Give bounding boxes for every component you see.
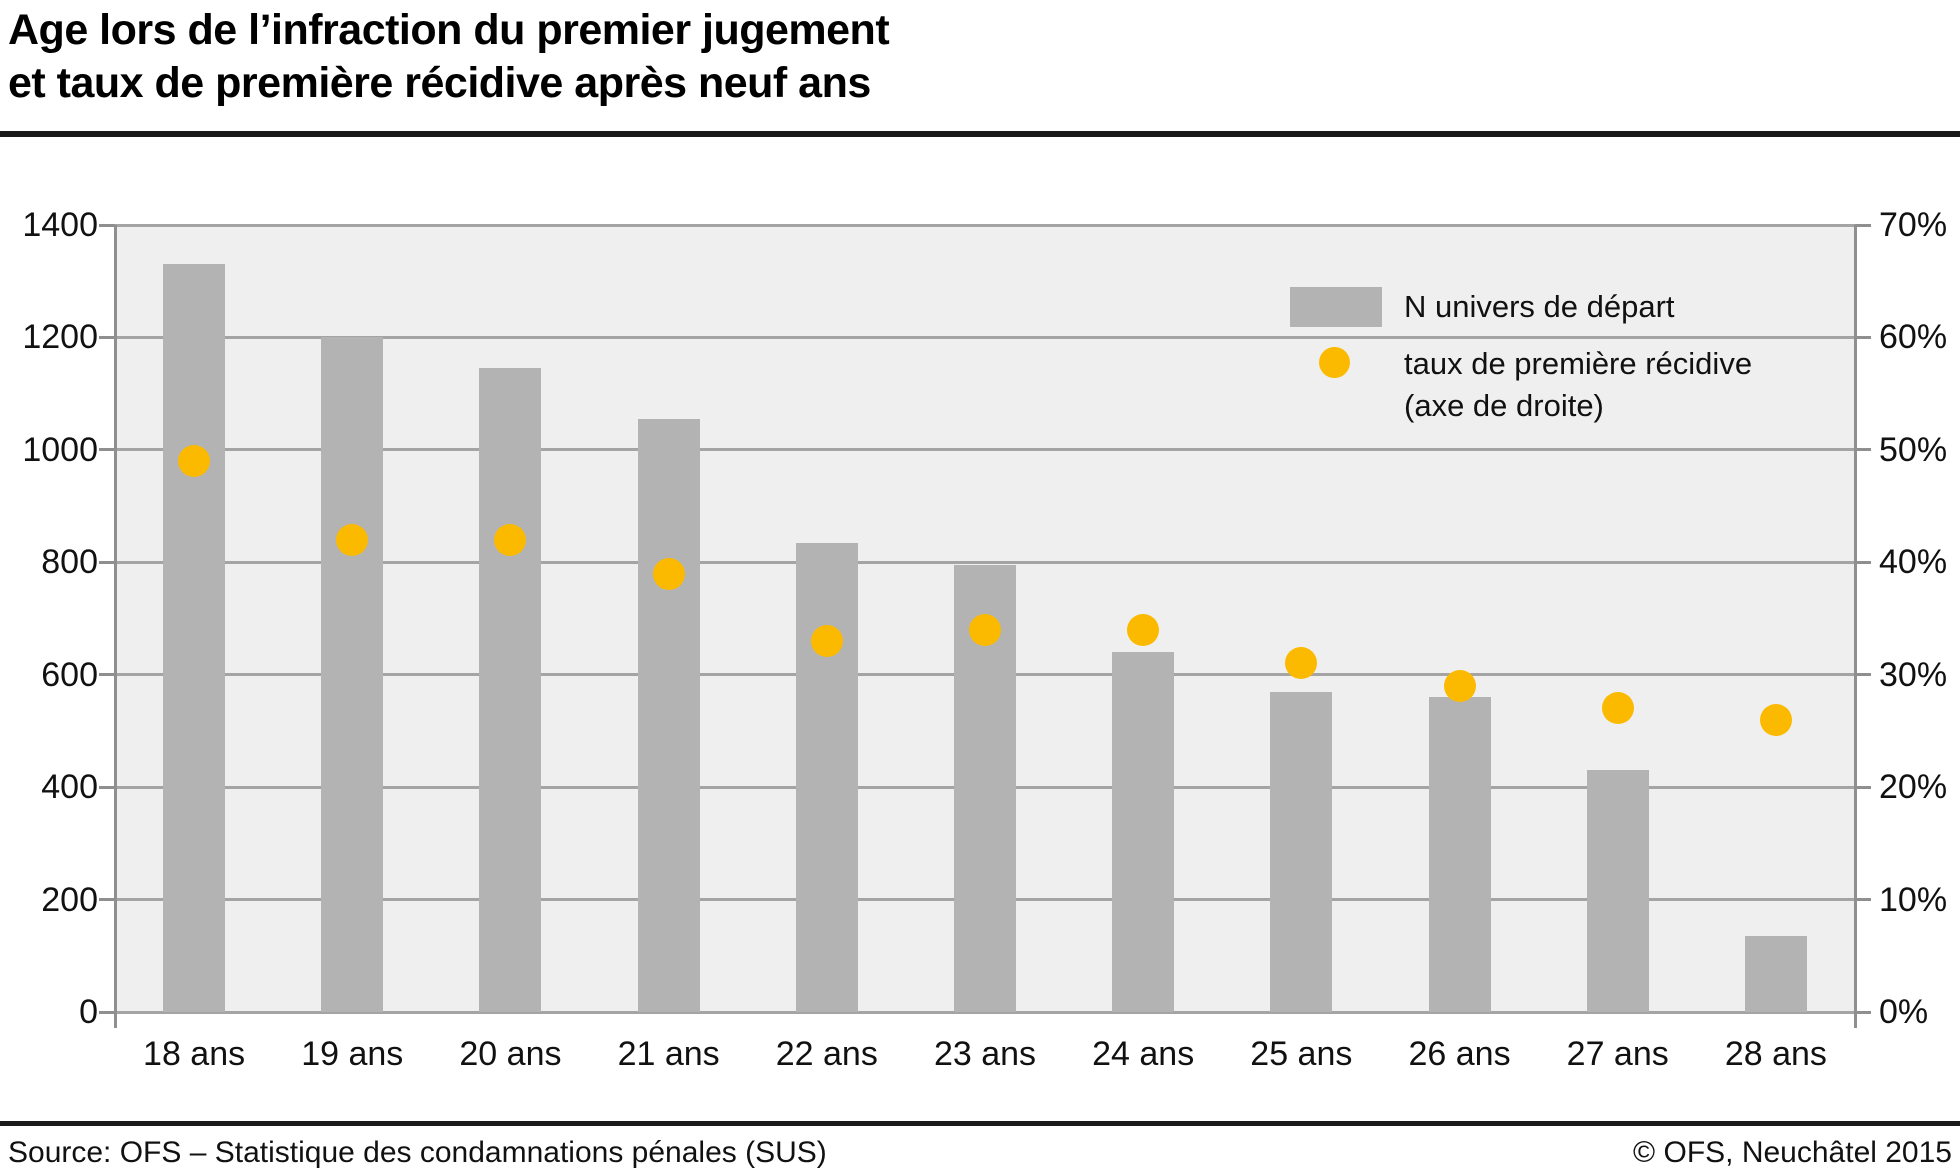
bar-21-ans: [637, 418, 700, 1012]
bar-24-ans: [1112, 652, 1175, 1012]
right-axis-label-50%: 50%: [1879, 430, 1948, 469]
legend-dot-swatch: [1319, 347, 1350, 378]
gridline-1200: [115, 335, 1855, 339]
left-axis-label-800: 800: [41, 543, 98, 582]
plot-area: [99, 223, 1871, 1028]
right-axis-label-0%: 0%: [1879, 993, 1929, 1031]
x-axis-label-26-ans: 26 ans: [1408, 1035, 1511, 1073]
dot-19-ans: [336, 523, 369, 556]
x-axis-label-18-ans: 18 ans: [143, 1035, 246, 1073]
right-axis-label-20%: 20%: [1879, 768, 1948, 807]
dot-21-ans: [652, 557, 685, 590]
gridline-0: [115, 1010, 1855, 1014]
bar-26-ans: [1428, 697, 1491, 1012]
dot-28-ans: [1759, 703, 1792, 736]
x-axis-label-24-ans: 24 ans: [1092, 1035, 1195, 1073]
right-axis-label-40%: 40%: [1879, 543, 1948, 582]
right-axis-label-30%: 30%: [1879, 655, 1948, 694]
gridline-1000: [115, 448, 1855, 452]
bar-25-ans: [1270, 691, 1333, 1012]
dot-20-ans: [494, 523, 527, 556]
x-axis-label-25-ans: 25 ans: [1250, 1035, 1353, 1073]
right-tick-400: [1855, 785, 1871, 789]
x-axis-label-22-ans: 22 ans: [775, 1035, 878, 1073]
dot-22-ans: [810, 624, 843, 657]
left-axis-label-200: 200: [41, 880, 98, 919]
bar-22-ans: [795, 542, 858, 1012]
right-axis-label-60%: 60%: [1879, 318, 1948, 357]
right-axis-label-70%: 70%: [1879, 206, 1948, 244]
dot-23-ans: [969, 613, 1001, 646]
left-axis-label-600: 600: [41, 655, 98, 694]
left-axis-label-0: 0: [79, 993, 98, 1031]
bar-28-ans: [1744, 936, 1807, 1012]
copyright-text: © OFS, Neuchâtel 2015: [1633, 1136, 1952, 1169]
left-tick-0: [99, 1010, 115, 1014]
x-axis-label-28-ans: 28 ans: [1724, 1035, 1827, 1073]
footer-divider-rule: [0, 1121, 1960, 1126]
left-tick-200: [99, 898, 115, 902]
dot-26-ans: [1443, 669, 1476, 702]
right-axis-line: [1853, 225, 1857, 1028]
dot-25-ans: [1285, 647, 1318, 680]
legend-bar-label: N univers de départ: [1404, 289, 1675, 324]
dot-24-ans: [1127, 613, 1160, 646]
title-divider-rule: [0, 131, 1960, 137]
right-tick-1200: [1855, 335, 1871, 339]
left-axis-line: [113, 225, 117, 1028]
left-axis-label-1200: 1200: [22, 318, 98, 357]
left-tick-1200: [99, 335, 115, 339]
x-axis-label-27-ans: 27 ans: [1566, 1035, 1669, 1073]
bar-20-ans: [479, 368, 542, 1012]
gridline-800: [115, 560, 1855, 564]
legend-dot-label-line1: taux de première récidive: [1404, 346, 1753, 381]
right-tick-800: [1855, 560, 1871, 564]
chart-title-line1: Age lors de l’infraction du premier juge…: [8, 6, 890, 54]
left-tick-400: [99, 785, 115, 789]
left-axis-label-1000: 1000: [22, 430, 98, 469]
dot-18-ans: [178, 445, 211, 478]
chart-title-line2: et taux de première récidive après neuf …: [8, 59, 871, 107]
x-axis-label-20-ans: 20 ans: [459, 1035, 562, 1073]
dot-27-ans: [1601, 692, 1634, 725]
left-tick-800: [99, 560, 115, 564]
x-axis-label-19-ans: 19 ans: [301, 1035, 404, 1073]
right-tick-0: [1855, 1010, 1871, 1014]
left-tick-1400: [99, 223, 115, 227]
bar-27-ans: [1586, 770, 1649, 1012]
bar-18-ans: [163, 264, 226, 1012]
left-axis-label-1400: 1400: [22, 206, 98, 244]
left-axis-label-400: 400: [41, 768, 98, 807]
source-text: Source: OFS – Statistique des condamnati…: [8, 1136, 827, 1169]
legend-bar-swatch: [1290, 287, 1382, 327]
right-tick-1000: [1855, 448, 1871, 452]
bar-19-ans: [321, 337, 384, 1012]
right-axis-label-10%: 10%: [1879, 880, 1948, 919]
left-tick-600: [99, 673, 115, 677]
right-tick-1400: [1855, 223, 1871, 227]
gridline-1400: [115, 223, 1855, 227]
left-tick-1000: [99, 448, 115, 452]
right-tick-600: [1855, 673, 1871, 677]
legend-dot-label-line2: (axe de droite): [1404, 388, 1604, 423]
x-axis-label-21-ans: 21 ans: [617, 1035, 720, 1073]
chart-title: Age lors de l’infraction du premier juge…: [8, 4, 890, 110]
x-axis-label-23-ans: 23 ans: [933, 1035, 1037, 1073]
right-tick-200: [1855, 898, 1871, 902]
